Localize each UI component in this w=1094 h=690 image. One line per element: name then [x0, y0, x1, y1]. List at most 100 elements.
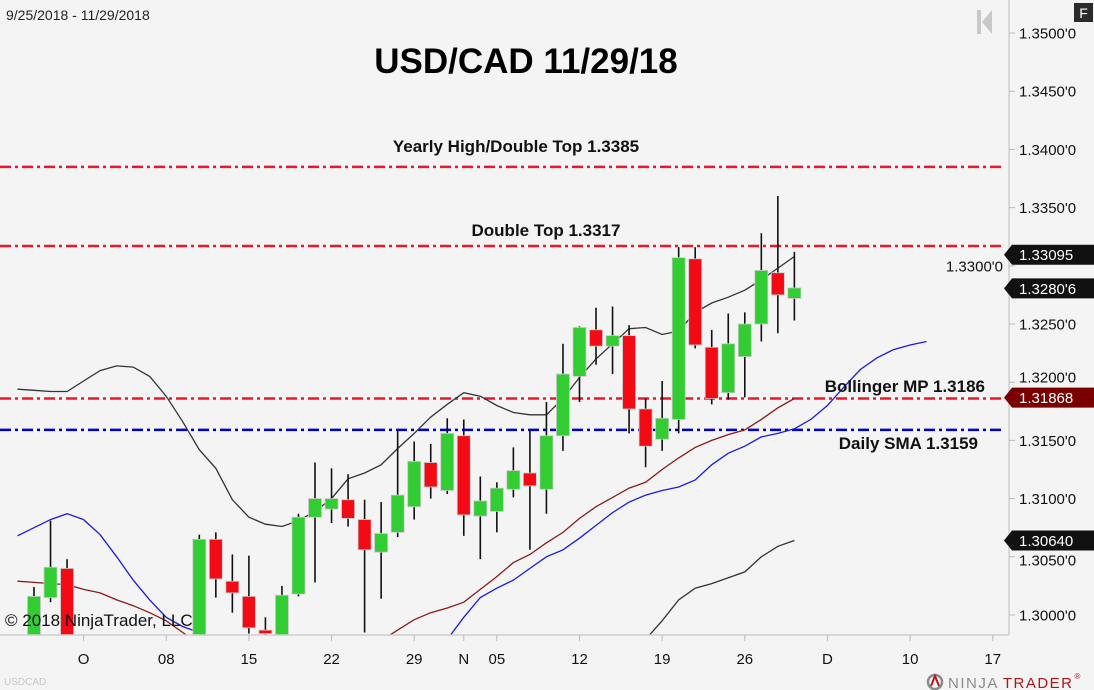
candle-2018-11-28	[770, 195, 785, 334]
candle-2018-10-24	[357, 499, 372, 633]
x-tick-label: N	[458, 651, 469, 668]
candle-body	[704, 346, 719, 399]
skip-to-start-icon-bar	[977, 10, 981, 34]
skip-to-start-icon[interactable]	[977, 10, 992, 34]
candle-body	[754, 270, 769, 325]
candle-body	[787, 287, 802, 299]
x-tick-label: O	[78, 651, 90, 668]
ninjatrader-logo: NINJA TRADER ®	[926, 672, 1081, 690]
candle-body	[241, 595, 256, 629]
candle-2018-11-29	[787, 251, 802, 321]
candle-2018-11-01	[456, 419, 471, 536]
y-tick-label: 1.3100'0	[1019, 491, 1076, 508]
candle-2018-10-30	[423, 443, 438, 499]
price-marker-3: 1.30640	[1004, 530, 1094, 551]
logo-mark-accent-icon	[930, 673, 940, 687]
candle-body	[423, 462, 438, 488]
candle-2018-11-22	[704, 329, 719, 405]
price-marker-2: 1.31868	[1004, 387, 1094, 408]
x-tick-label: 08	[158, 651, 175, 668]
candle-body	[589, 329, 603, 347]
y-tick-label: 1.3450'0	[1019, 84, 1076, 101]
candle-body	[506, 470, 521, 490]
candle-body	[622, 335, 636, 410]
candle-body	[374, 533, 389, 553]
candle-2018-10-29	[407, 441, 422, 520]
candle-2018-10-31	[440, 418, 455, 494]
candle-body	[324, 498, 339, 510]
candle-2018-11-15	[622, 325, 636, 434]
y-tick-label: 1.3300'0	[946, 258, 1003, 275]
x-axis[interactable]: O 08 15 22 29 N 05 12 19 26 D 10 17	[78, 635, 1001, 668]
x-tick-label: 10	[902, 651, 919, 668]
candle-2018-11-07	[523, 429, 537, 550]
candle-body	[258, 629, 273, 635]
price-marker-bg	[1004, 278, 1094, 299]
candle-2018-11-13	[589, 307, 603, 365]
price-marker-1: 1.3280'6	[1004, 278, 1094, 299]
candle-body	[605, 335, 620, 347]
x-tick-label: 05	[488, 651, 505, 668]
candle-body	[407, 460, 422, 508]
candle-2018-11-08	[539, 401, 554, 514]
candle-2018-10-25	[374, 502, 389, 599]
candle-2018-11-26	[737, 312, 752, 398]
candle-body	[737, 323, 752, 357]
f-button[interactable]: F	[1074, 3, 1093, 22]
f-button-bg	[1074, 3, 1093, 22]
annotation-yearly-high: Yearly High/Double Top 1.3385	[393, 137, 639, 156]
logo-text-ninja: NINJA	[948, 675, 999, 690]
candles	[27, 195, 802, 635]
price-marker-label: 1.33095	[1019, 247, 1073, 264]
x-tick-label: 26	[736, 651, 753, 668]
price-marker-bg	[1004, 387, 1094, 408]
upper-band-line	[17, 255, 795, 528]
candle-body	[489, 487, 504, 512]
date-range: 9/25/2018 - 11/29/2018	[6, 7, 150, 23]
price-marker-label: 1.3280'6	[1019, 281, 1076, 298]
candle-body	[440, 433, 455, 491]
candle-body	[192, 538, 207, 635]
chart-title: USD/CAD 11/29/18	[374, 42, 677, 81]
candle-2018-11-20	[671, 247, 686, 434]
annotation-bollinger-mp: Bollinger MP 1.3186	[825, 377, 985, 396]
candle-2018-10-18	[291, 513, 306, 597]
candle-2018-09-27	[43, 520, 58, 603]
candle-2018-11-05	[489, 482, 504, 533]
candle-body	[225, 580, 240, 594]
x-tick-label: D	[822, 651, 833, 668]
x-axis-background	[0, 635, 1009, 690]
x-tick-label: 12	[571, 651, 588, 668]
candle-body	[43, 566, 58, 598]
x-tick-label: 17	[984, 651, 1001, 668]
level-lines	[0, 165, 1005, 432]
y-tick-label: 1.3150'0	[1019, 433, 1076, 450]
candle-2018-11-02	[473, 476, 488, 560]
annotation-daily-sma: Daily SMA 1.3159	[839, 434, 978, 453]
price-marker-bg	[1004, 244, 1094, 265]
candle-2018-10-19	[308, 462, 322, 583]
y-tick-label: 1.3500'0	[1019, 26, 1076, 43]
candle-body	[308, 498, 322, 518]
skip-to-start-icon-arrow	[982, 10, 992, 34]
f-button-label: F	[1079, 5, 1088, 21]
candle-body	[60, 568, 74, 635]
candle-body	[539, 435, 554, 490]
logo-registered-mark: ®	[1075, 672, 1081, 681]
y-tick-label: 1.3250'0	[1019, 317, 1076, 334]
candle-body	[556, 373, 570, 437]
candle-body	[572, 327, 587, 377]
y-axis[interactable]: 1.3500'0 1.3450'0 1.3400'0 1.3350'0 1.3300'0…	[946, 26, 1076, 625]
candle-2018-11-27	[754, 233, 769, 342]
candle-2018-10-12	[225, 554, 240, 613]
candle-body	[671, 257, 686, 420]
candle-body	[341, 499, 355, 519]
candle-body	[275, 594, 289, 635]
candle-body	[27, 595, 41, 635]
lower-band-line	[648, 539, 795, 635]
price-marker-label: 1.31868	[1019, 390, 1073, 407]
y-tick-label: 1.3050'0	[1019, 552, 1076, 569]
candle-2018-09-26	[27, 587, 41, 635]
